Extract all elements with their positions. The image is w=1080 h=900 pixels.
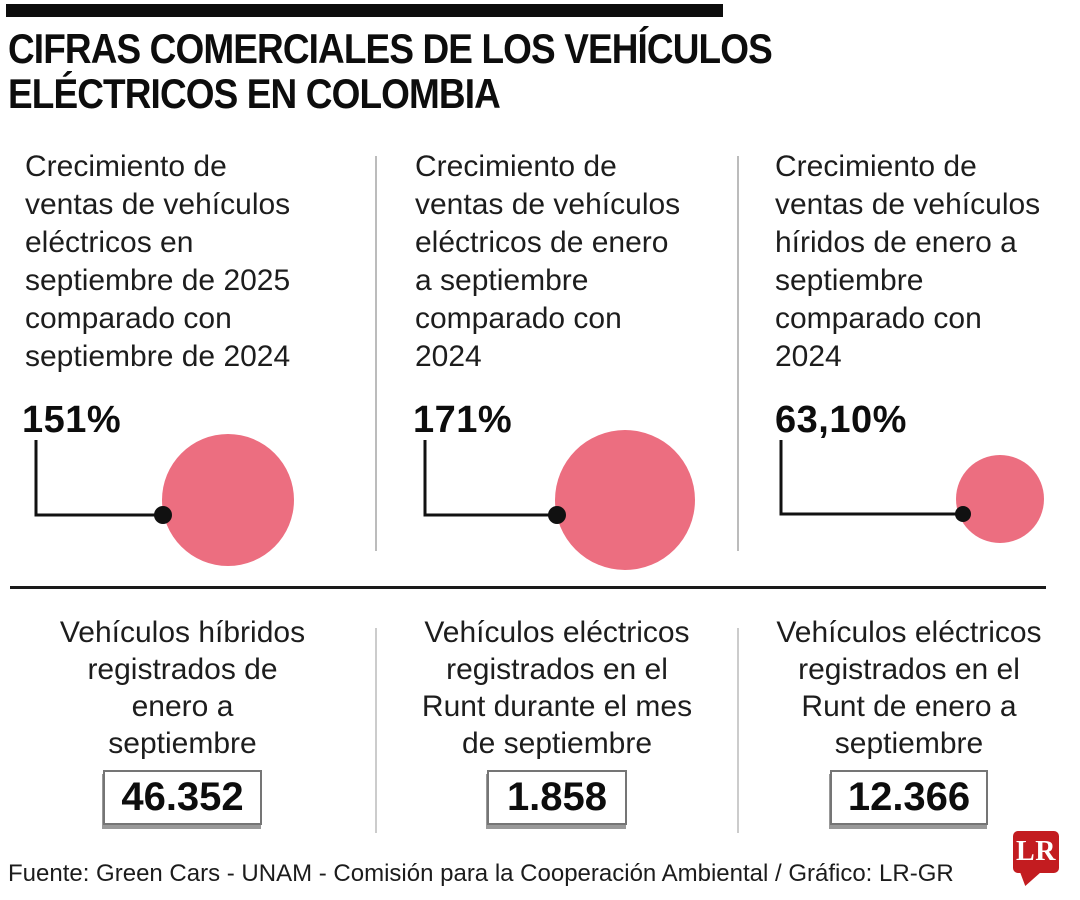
growth-description-2: Crecimiento de ventas de vehículos eléct… [415,150,681,373]
growth-value-2: 171% [413,399,513,441]
connector-line-1 [34,440,163,517]
registration-value-2: 1.858 [487,770,627,825]
connector-dot-3 [955,506,971,522]
growth-bubble-2 [555,430,695,570]
page-title-line1: CIFRAS COMERCIALES DE LOS VEHÍCULOS [8,25,773,72]
registration-column-3: Vehículos eléctricos registrados en el R… [749,614,1069,825]
lr-logo-text: LR [1016,836,1056,867]
column-divider-upper-1 [375,156,377,551]
lr-logo: LR [1013,831,1059,886]
registration-value-3: 12.366 [829,770,989,825]
registration-column-2: Vehículos eléctricos registrados en el R… [387,614,727,825]
growth-bubble-1 [162,434,294,566]
column-divider-upper-2 [737,156,739,551]
registration-description-2: Vehículos eléctricos registrados en el R… [421,616,693,760]
registration-description-1: Vehículos híbridos registrados de enero … [59,616,306,760]
registration-column-1: Vehículos híbridos registrados de enero … [10,614,355,825]
connector-line-3 [779,440,963,516]
source-credit: Fuente: Green Cars - UNAM - Comisión par… [8,860,954,887]
registration-value-1: 46.352 [103,770,262,825]
connector-dot-2 [548,506,566,524]
growth-value-3: 63,10% [775,399,907,441]
connector-dot-1 [154,506,172,524]
growth-description-1: Crecimiento de ventas de vehículos eléct… [25,150,291,373]
column-divider-lower-2 [737,628,739,833]
page-title-line2: ELÉCTRICOS EN COLOMBIA [8,70,501,117]
column-divider-lower-1 [375,628,377,833]
registration-description-3: Vehículos eléctricos registrados en el R… [776,616,1042,760]
section-divider [10,586,1046,589]
connector-line-2 [423,440,557,517]
growth-bubble-3 [956,455,1044,543]
page-title: CIFRAS COMERCIALES DE LOS VEHÍCULOS ELÉC… [8,25,773,117]
top-accent-bar [6,4,723,17]
growth-description-3: Crecimiento de ventas de vehículos hírid… [775,150,1041,373]
growth-value-1: 151% [22,399,122,441]
